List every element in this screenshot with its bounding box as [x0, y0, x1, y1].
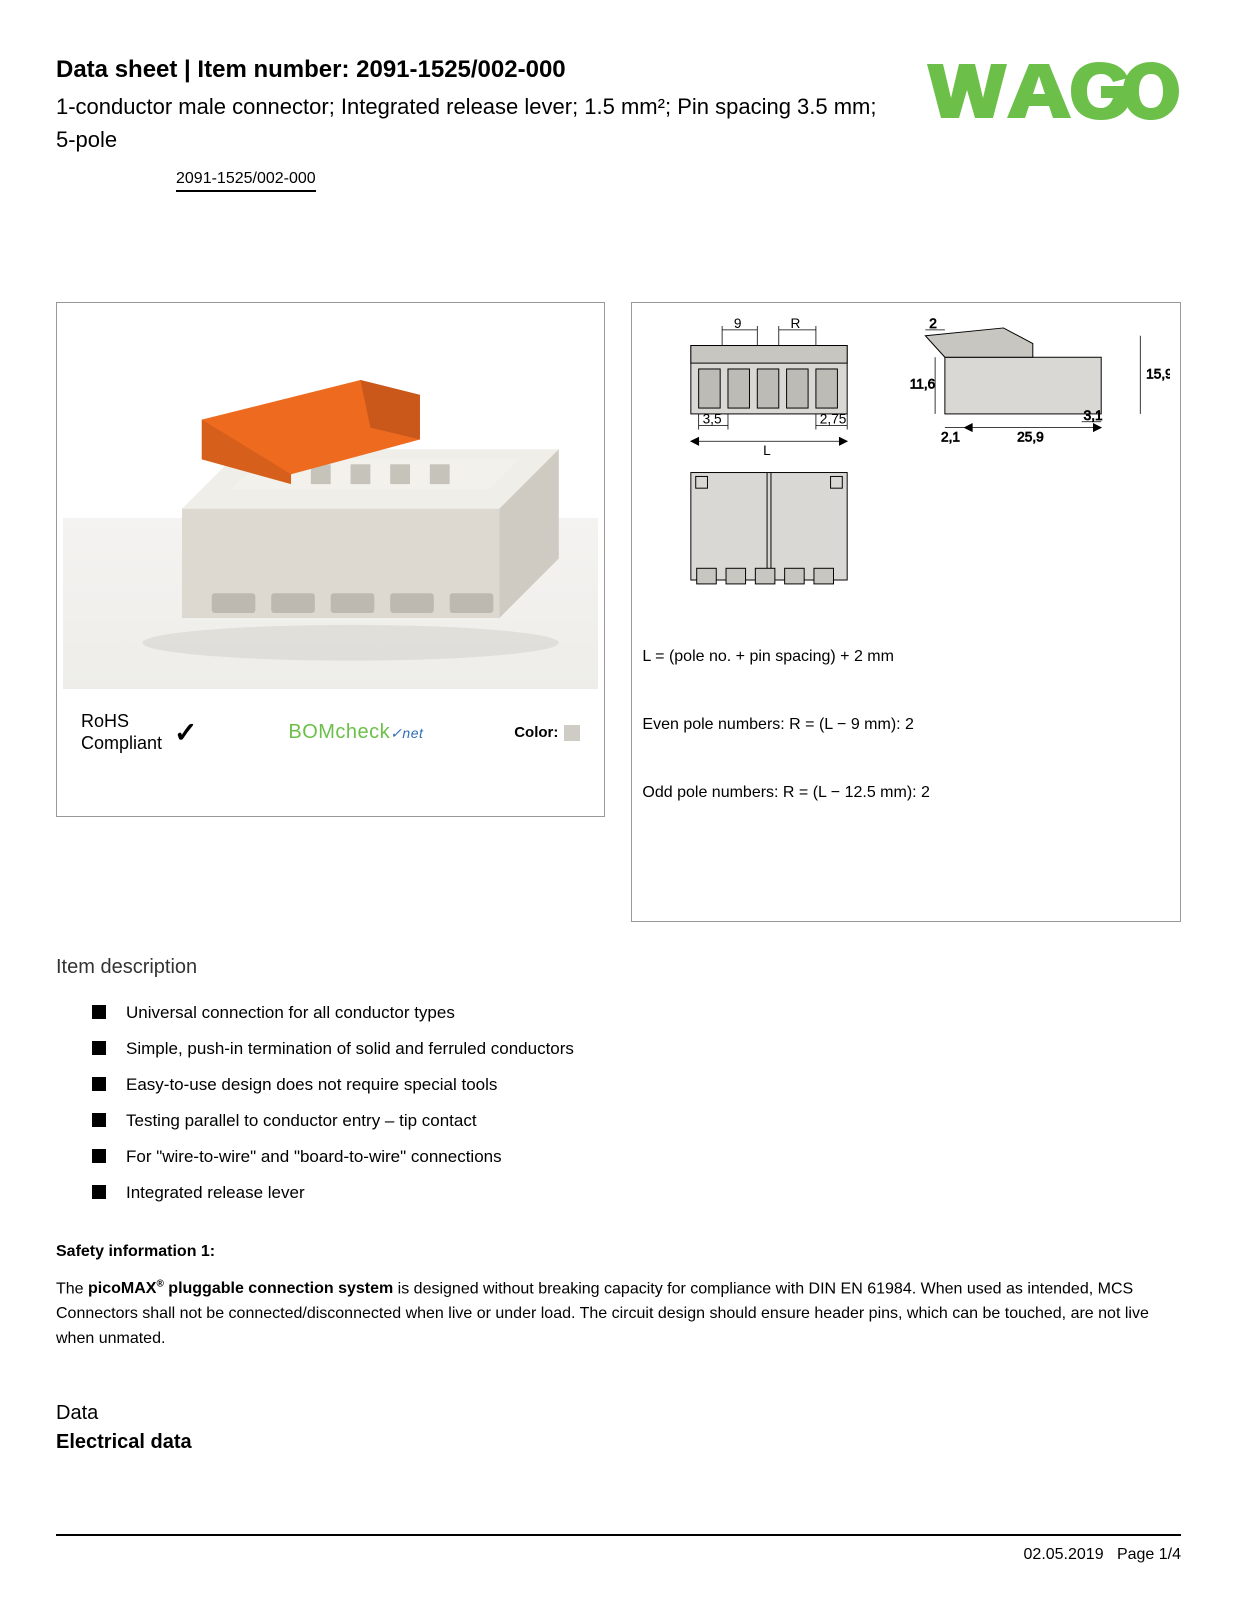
- rohs-label: RoHS: [81, 711, 162, 733]
- color-label-text: Color:: [514, 724, 558, 741]
- list-item: Simple, push-in termination of solid and…: [92, 1039, 1181, 1059]
- datasheet-subtitle: 1-conductor male connector; Integrated r…: [56, 90, 881, 156]
- electrical-data-heading: Electrical data: [56, 1431, 1181, 1454]
- dim-note-3: Odd pole numbers: R = (L − 12.5 mm): 2: [642, 784, 1170, 802]
- dim-2: 2: [930, 316, 938, 331]
- dim-note-1: L = (pole no. + pin spacing) + 2 mm: [642, 648, 1170, 666]
- list-item: Testing parallel to conductor entry – ti…: [92, 1111, 1181, 1131]
- header: Data sheet | Item number: 2091-1525/002-…: [56, 56, 1181, 192]
- dim-11-6: 11,6: [910, 377, 936, 392]
- dim-2-75: 2,75: [820, 412, 847, 427]
- color-swatch: [564, 725, 580, 741]
- safety-heading: Safety information 1:: [56, 1243, 1181, 1261]
- check-icon: ✓: [174, 716, 197, 750]
- description-list: Universal connection for all conductor t…: [56, 1003, 1181, 1203]
- dimension-drawing: 9 R 3,5 2,75: [642, 313, 1170, 593]
- dim-R: R: [791, 316, 801, 331]
- wago-logo: [921, 56, 1181, 131]
- item-number-link[interactable]: 2091-1525/002-000: [176, 170, 316, 192]
- bomcheck-net: ✓net: [390, 725, 423, 741]
- rohs-label2: Compliant: [81, 733, 162, 755]
- safety-pre: The: [56, 1280, 88, 1297]
- list-item: For "wire-to-wire" and "board-to-wire" c…: [92, 1147, 1181, 1167]
- dim-25-9: 25,9: [1018, 429, 1045, 444]
- footer-date: 02.05.2019: [1024, 1546, 1104, 1563]
- list-item: Universal connection for all conductor t…: [92, 1003, 1181, 1023]
- footer-page: Page 1/4: [1117, 1546, 1181, 1563]
- data-heading: Data: [56, 1402, 1181, 1425]
- rohs-compliant: RoHS Compliant ✓: [81, 711, 198, 754]
- item-description-heading: Item description: [56, 956, 1181, 979]
- dim-note-2: Even pole numbers: R = (L − 9 mm): 2: [642, 716, 1170, 734]
- product-image-panel: RoHS Compliant ✓ BOMcheck✓net Color:: [56, 302, 605, 817]
- safety-bold: picoMAX: [88, 1280, 156, 1297]
- bomcheck-logo: BOMcheck✓net: [288, 721, 423, 744]
- dimension-panel: 9 R 3,5 2,75: [631, 302, 1181, 922]
- color-indicator: Color:: [514, 724, 580, 741]
- dim-2-1: 2,1: [941, 429, 960, 444]
- bomcheck-suffix: check: [335, 721, 390, 743]
- safety-text: The picoMAX® pluggable connection system…: [56, 1277, 1181, 1352]
- dim-9: 9: [734, 316, 742, 331]
- list-item: Integrated release lever: [92, 1183, 1181, 1203]
- compliance-row: RoHS Compliant ✓ BOMcheck✓net Color:: [63, 689, 598, 764]
- safety-bold-suffix: pluggable connection system: [164, 1280, 393, 1297]
- bomcheck-prefix: BOM: [288, 721, 335, 743]
- product-render: [63, 309, 598, 689]
- dim-3-5: 3,5: [703, 412, 722, 427]
- datasheet-title: Data sheet | Item number: 2091-1525/002-…: [56, 56, 881, 84]
- dim-L: L: [764, 443, 772, 458]
- dim-3-1: 3,1: [1084, 408, 1103, 423]
- dim-15-9: 15,9: [1147, 367, 1170, 382]
- list-item: Easy-to-use design does not require spec…: [92, 1075, 1181, 1095]
- page-footer: 02.05.2019 Page 1/4: [56, 1534, 1181, 1564]
